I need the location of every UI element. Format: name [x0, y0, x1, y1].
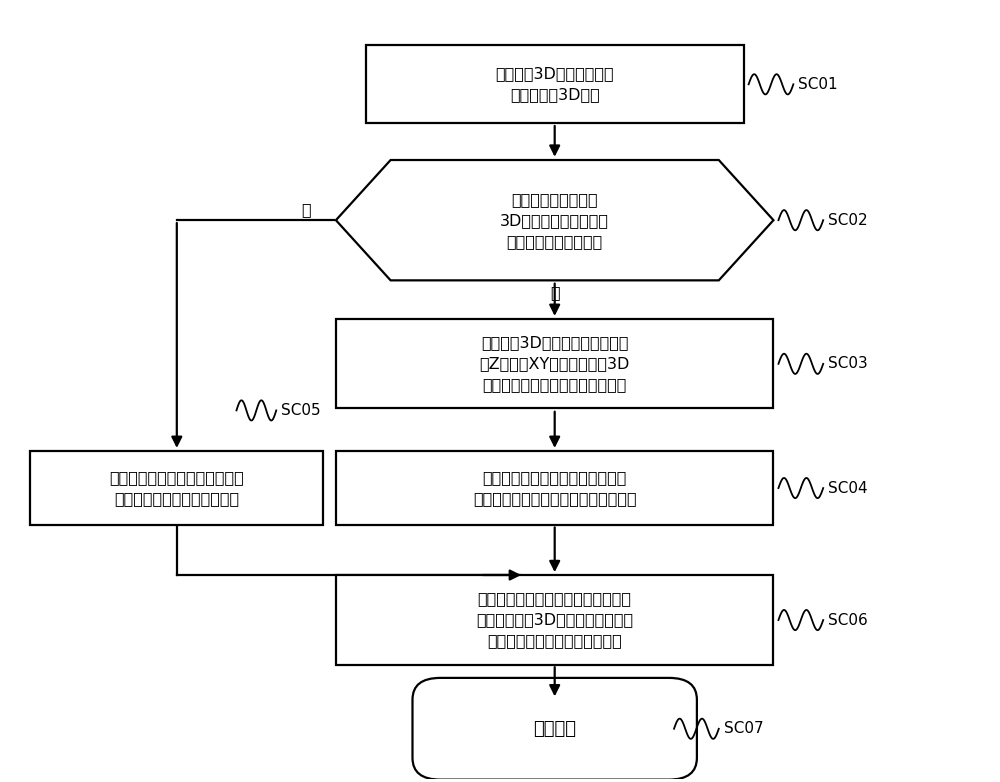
FancyBboxPatch shape: [366, 45, 744, 123]
Text: 流程结束: 流程结束: [533, 719, 576, 737]
Text: SC05: SC05: [281, 403, 321, 418]
Text: 用户通过3D打印切片软件
载入并打开3D模型: 用户通过3D打印切片软件 载入并打开3D模型: [495, 66, 614, 102]
FancyBboxPatch shape: [336, 319, 773, 408]
Text: 用户判断是否需要对
3D模型按不同高度划分
不同切片参数设定区域: 用户判断是否需要对 3D模型按不同高度划分 不同切片参数设定区域: [500, 192, 609, 249]
Text: SC01: SC01: [798, 77, 838, 91]
FancyBboxPatch shape: [336, 451, 773, 525]
FancyBboxPatch shape: [412, 678, 697, 780]
Text: 否: 否: [301, 202, 311, 217]
Text: SC04: SC04: [828, 481, 868, 496]
Text: 用户将模型切片打印参数设定完成并
进行切片后的3D模型打印数据导入
光固化打印机中进行光固化打印: 用户将模型切片打印参数设定完成并 进行切片后的3D模型打印数据导入 光固化打印机…: [476, 591, 633, 648]
Text: 用户根据3D模型不同的结构特征
在Z轴上以XY平面按高度将3D
模型划分为不同切片参数设定区域: 用户根据3D模型不同的结构特征 在Z轴上以XY平面按高度将3D 模型划分为不同切…: [480, 335, 630, 393]
Polygon shape: [336, 160, 773, 281]
Text: 是: 是: [550, 285, 560, 300]
Text: 用户根据不同切片参数设定区域在
各自区域内单独设定模型切片打印参数: 用户根据不同切片参数设定区域在 各自区域内单独设定模型切片打印参数: [473, 470, 637, 506]
Text: SC07: SC07: [724, 721, 763, 737]
FancyBboxPatch shape: [30, 451, 323, 525]
Text: SC06: SC06: [828, 612, 868, 627]
Text: 用户根据同一切片参数设定区域
设定统一的模型切片打印参数: 用户根据同一切片参数设定区域 设定统一的模型切片打印参数: [109, 470, 244, 506]
Text: SC02: SC02: [828, 213, 868, 228]
Text: SC03: SC03: [828, 357, 868, 371]
FancyBboxPatch shape: [336, 576, 773, 665]
